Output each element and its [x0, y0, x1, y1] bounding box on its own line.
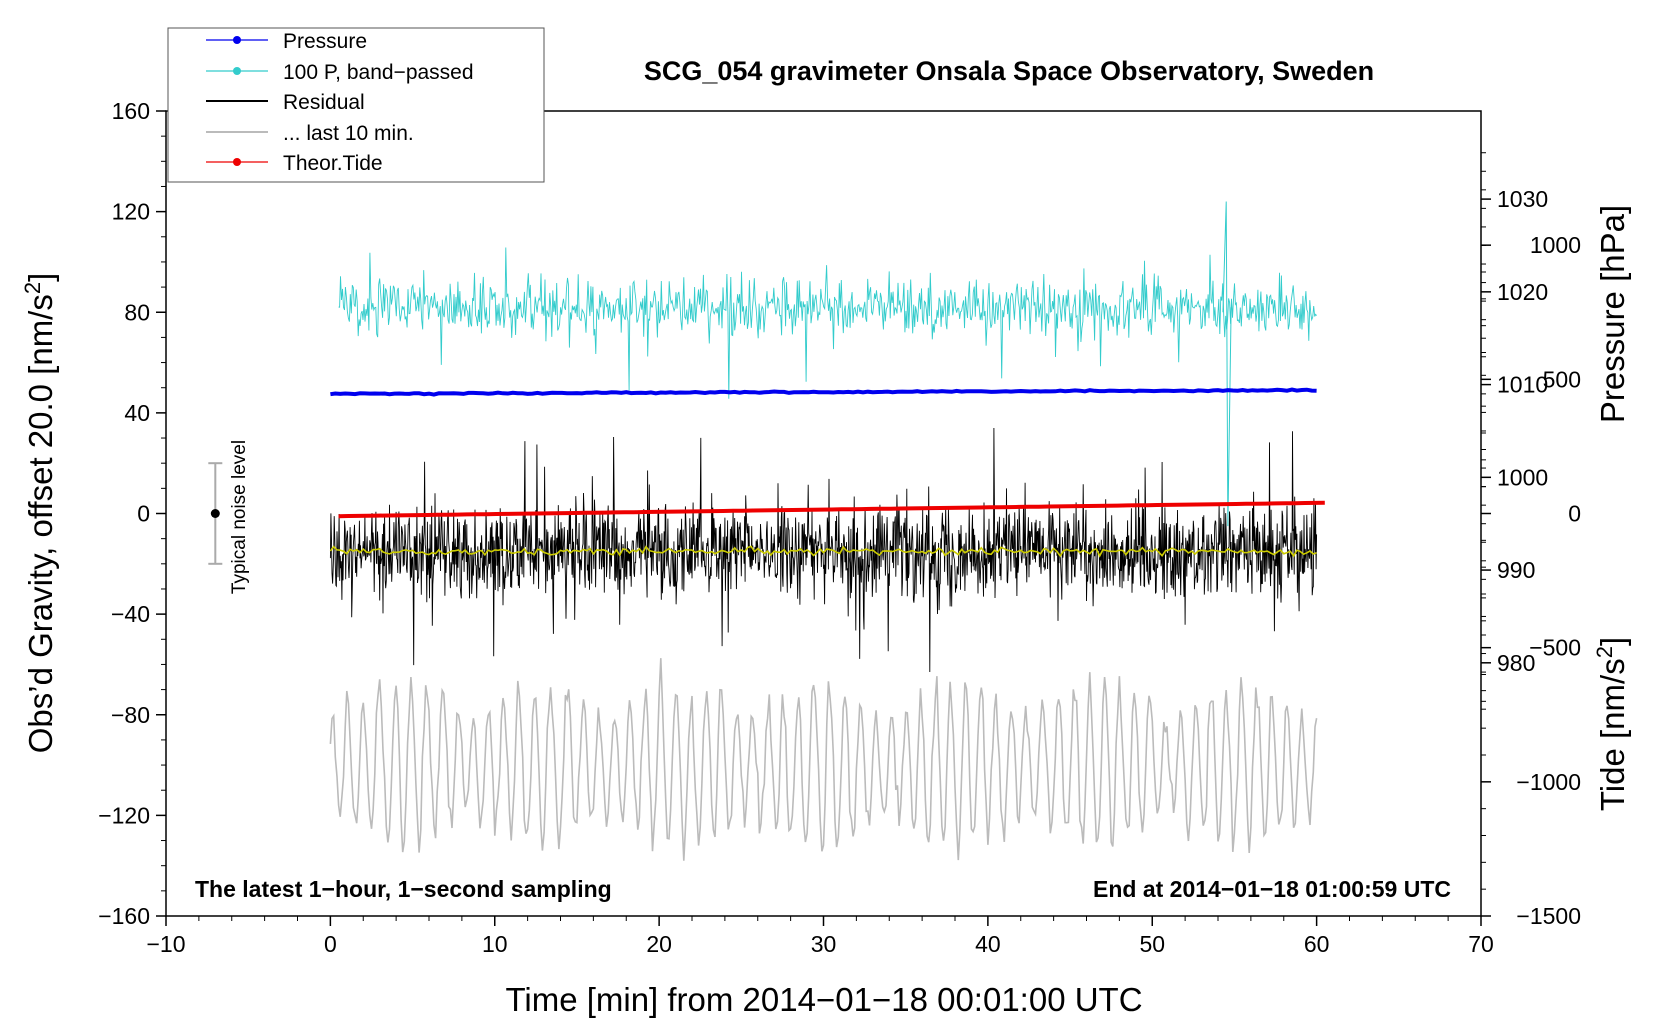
legend-marker-tide — [233, 158, 241, 166]
legend-label-tide: Theor.Tide — [283, 152, 383, 175]
legend-box — [167, 27, 545, 183]
chart-title: SCG_054 gravimeter Onsala Space Observat… — [644, 56, 1374, 86]
noise-bar-label: Typical noise level — [229, 440, 250, 594]
pressure-tick-label-4: 1020 — [1497, 279, 1548, 305]
y-tick-label-8: 160 — [112, 98, 150, 124]
y-axis-title-sup: 2 — [20, 282, 45, 294]
x-tick-label-6: 50 — [1139, 931, 1165, 957]
x-tick-label-8: 70 — [1468, 931, 1494, 957]
x-tick-label-4: 30 — [811, 931, 837, 957]
tide-axis-title: Tide [nm/s2] — [1592, 637, 1631, 811]
legend-label-bandpassed: 100 P, band−passed — [283, 61, 474, 84]
pressure-tick-label-5: 1030 — [1497, 186, 1548, 212]
tide-axis-title-sup: 2 — [1592, 646, 1617, 658]
y-tick-label-0: −160 — [98, 903, 150, 929]
x-tick-label-3: 20 — [646, 931, 672, 957]
legend-marker-pressure — [233, 36, 241, 44]
bandpassed-line — [338, 247, 1317, 399]
tide-axis-title-end: ] — [1594, 637, 1631, 646]
pressure-tick-label-1: 990 — [1497, 557, 1535, 583]
tide-axis-title-main: Tide [nm/s — [1594, 658, 1631, 811]
x-tick-label-7: 60 — [1304, 931, 1330, 957]
y-tick-label-5: 40 — [124, 400, 150, 426]
last-10-min-line — [329, 658, 1318, 861]
x-tick-label-5: 40 — [975, 931, 1001, 957]
pressure-line — [330, 387, 1317, 397]
y-axis-title-end: ] — [22, 273, 59, 282]
x-axis-title: Time [min] from 2014−01−18 00:01:00 UTC — [505, 981, 1142, 1018]
legend: Pressure 100 P, band−passed Residual ...… — [167, 27, 545, 183]
x-tick-label-2: 10 — [482, 931, 508, 957]
tick-layer: −10 0 10 20 30 40 50 60 70−160−120−80−4004080120… — [98, 98, 1581, 957]
tide-line — [338, 500, 1325, 519]
annotation-right: End at 2014−01−18 01:00:59 UTC — [1093, 876, 1451, 902]
tide-tick-label-0: −1500 — [1516, 903, 1581, 929]
y-tick-label-7: 120 — [112, 199, 150, 225]
tide-tick-label-3: 0 — [1568, 501, 1581, 527]
y-axis-title: Obs’d Gravity, offset 20.0 [nm/s2] — [20, 273, 59, 754]
pressure-tick-label-3: 1010 — [1497, 372, 1548, 398]
tide-tick-label-1: −1000 — [1516, 769, 1581, 795]
tide-tick-label-2: −500 — [1529, 635, 1581, 661]
y-tick-label-2: −80 — [111, 702, 150, 728]
series-layer — [329, 201, 1325, 861]
noise-bar — [208, 462, 223, 565]
legend-label-last10: ... last 10 min. — [283, 122, 414, 145]
y-tick-label-1: −120 — [98, 802, 150, 828]
pressure-axis-title: Pressure [hPa] — [1594, 205, 1631, 423]
pressure-tick-label-2: 1000 — [1497, 464, 1548, 490]
residual-line — [329, 427, 1318, 673]
pressure-tick-label-0: 980 — [1497, 650, 1535, 676]
y-tick-label-3: −40 — [111, 601, 150, 627]
legend-label-residual: Residual — [283, 91, 365, 114]
legend-label-pressure: Pressure — [283, 30, 367, 53]
bandpassed-spike — [1222, 201, 1232, 527]
x-tick-label-0: −10 — [146, 931, 185, 957]
tide-tick-label-4: 500 — [1543, 366, 1581, 392]
annotation-left: The latest 1−hour, 1−second sampling — [195, 876, 612, 902]
noise-bar-dot — [210, 509, 220, 518]
y-tick-label-4: 0 — [137, 501, 150, 527]
residual-smoothed-line — [329, 545, 1317, 558]
x-tick-label-1: 0 — [324, 931, 337, 957]
plot-frame — [165, 110, 1482, 917]
tide-tick-label-5: 1000 — [1530, 232, 1581, 258]
legend-marker-bandpassed — [233, 67, 241, 75]
y-tick-label-6: 80 — [124, 299, 150, 325]
y-axis-title-main: Obs’d Gravity, offset 20.0 [nm/s — [22, 294, 59, 753]
